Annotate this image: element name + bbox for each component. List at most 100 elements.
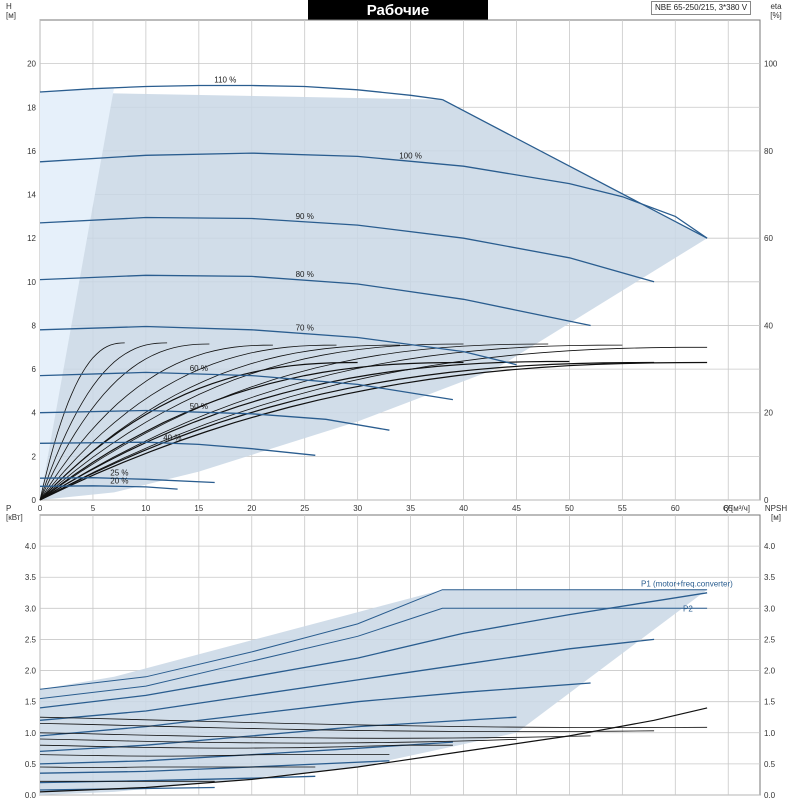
y-axis-label: P	[6, 504, 11, 513]
npsh-curve	[39, 707, 708, 793]
y2-axis-label: NPSH	[765, 504, 787, 513]
pump-curve	[39, 84, 443, 101]
efficiency-curve	[39, 361, 708, 501]
y-tick-label: 6	[32, 365, 37, 374]
x-tick-label: 55	[618, 504, 627, 513]
pump-curve	[39, 274, 591, 327]
y2-tick-label: 0	[764, 496, 769, 505]
efficiency-curve	[39, 344, 623, 501]
x-tick-label: 60	[671, 504, 680, 513]
head-chart-panel: 0 5 10 15 20 25 30 35 40 45 50 55 60 65 0 2 4 6 8 10 12 14 16 1…	[6, 2, 782, 513]
y-tick-label: 12	[27, 234, 36, 243]
y-tick-label: 20	[27, 60, 36, 69]
y-tick-label: 4.0	[25, 542, 37, 551]
pump-curve	[39, 371, 454, 401]
pump-curve-label: 40 %	[163, 433, 181, 442]
y-axis-label: H	[6, 2, 12, 11]
efficiency-curve	[39, 343, 549, 501]
y2-tick-label: 1.0	[764, 729, 776, 738]
y2-tick-label: 3.0	[764, 604, 776, 613]
operating-range-area	[40, 589, 708, 795]
power-chart-panel: 0.0 0.5 1.0 1.5 2.0 2.5 3.0 3.5 4.0 0.0 0.5 1.0 1.5 2…	[6, 504, 787, 800]
pump-curve	[39, 409, 390, 431]
x-tick-label: 50	[565, 504, 574, 513]
loss-curve	[39, 738, 517, 744]
efficiency-curve	[39, 344, 273, 501]
efficiency-curve	[39, 361, 655, 501]
y-tick-label: 1.0	[25, 729, 37, 738]
pump-curve-label: 60 %	[190, 364, 208, 373]
y-tick-label: 2.5	[25, 635, 37, 644]
pump-curve-label: 25 %	[110, 469, 128, 478]
y2-tick-label: 1.5	[764, 698, 776, 707]
y-tick-label: 0.0	[25, 791, 37, 800]
efficiency-curve	[39, 343, 464, 501]
x-axis-label: Q	[723, 504, 729, 513]
y2-tick-label: 40	[764, 321, 773, 330]
y-tick-label: 14	[27, 191, 36, 200]
y2-tick-label: 80	[764, 147, 773, 156]
y-axis-unit: [м]	[6, 11, 16, 20]
y-tick-label: 2.0	[25, 667, 37, 676]
loss-curve	[39, 754, 390, 757]
x-tick-label: 30	[353, 504, 362, 513]
pump-curve	[39, 441, 316, 456]
y-tick-label: 4	[32, 409, 37, 418]
y2-tick-label: 3.5	[764, 573, 776, 582]
y-tick-label: 3.5	[25, 573, 37, 582]
x-tick-label: 5	[91, 504, 96, 513]
loss-curve	[39, 766, 316, 769]
y2-tick-label: 0.0	[764, 791, 776, 800]
pump-curve	[39, 325, 517, 366]
pump-curve-label: 100 %	[399, 151, 422, 160]
y-tick-label: 16	[27, 147, 36, 156]
x-tick-label: 15	[194, 504, 203, 513]
power-curve	[39, 716, 517, 753]
power-curve	[39, 607, 708, 700]
y-tick-label: 0.5	[25, 760, 37, 769]
y2-tick-label: 2.0	[764, 667, 776, 676]
y-tick-label: 1.5	[25, 698, 37, 707]
x-tick-label: 10	[141, 504, 150, 513]
y-tick-label: 18	[27, 103, 36, 112]
efficiency-curve	[39, 361, 464, 501]
y2-tick-label: 20	[764, 409, 773, 418]
pump-curve	[39, 152, 708, 239]
x-tick-label: 35	[406, 504, 415, 513]
max-envelope-line	[442, 99, 708, 239]
x-tick-label: 20	[247, 504, 256, 513]
y2-tick-label: 100	[764, 60, 778, 69]
y2-axis-label: eta	[770, 2, 782, 11]
power-curve	[39, 760, 390, 774]
power-curve	[39, 682, 591, 737]
min-flow-area	[40, 87, 115, 500]
efficiency-curve	[39, 360, 570, 501]
y-tick-label: 10	[27, 278, 36, 287]
pump-curve-label: 20 %	[110, 476, 128, 485]
efficiency-curve	[39, 342, 125, 501]
loss-curve	[39, 716, 708, 729]
efficiency-curves	[39, 342, 708, 501]
power-curve	[39, 592, 708, 709]
pump-curve-label: 110 %	[214, 75, 236, 84]
efficiency-curve	[39, 342, 168, 501]
legend-p1: P1 (motor+freq.converter)	[641, 580, 733, 589]
pump-curve	[39, 485, 178, 490]
x-tick-label: 25	[300, 504, 309, 513]
y-tick-label: 2	[32, 452, 37, 461]
y2-tick-label: 2.5	[764, 635, 776, 644]
loss-curve	[39, 723, 655, 732]
pump-curve	[39, 216, 655, 283]
pump-curve-label: 90 %	[296, 212, 314, 221]
model-label: NBE 65-250/215, 3*380 V	[651, 1, 752, 15]
x-axis-unit: [м³/ч]	[731, 504, 750, 513]
pump-curve	[39, 477, 215, 484]
operating-range-area	[40, 92, 708, 500]
efficiency-curve	[39, 344, 337, 501]
power-curve	[39, 638, 655, 721]
y-tick-label: 3.0	[25, 604, 37, 613]
x-tick-label: 45	[512, 504, 521, 513]
efficiency-curve	[39, 346, 708, 501]
y-tick-label: 8	[32, 321, 37, 330]
